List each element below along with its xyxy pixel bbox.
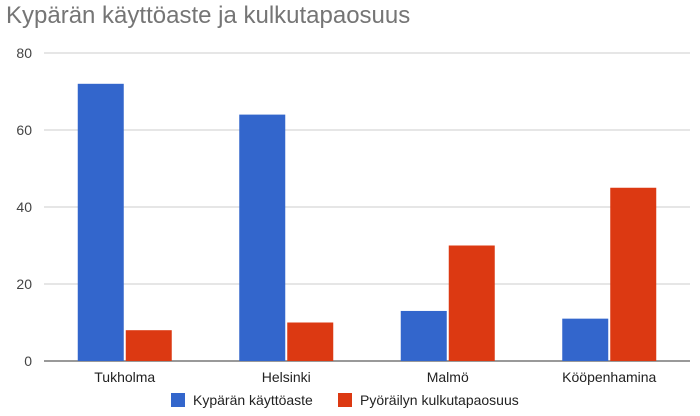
legend-label: Kypärän käyttöaste (193, 392, 313, 408)
bar-helmet-use (562, 318, 609, 361)
bar-cycling-share (448, 245, 495, 361)
bar-cycling-share (125, 330, 172, 361)
y-tick-label: 60 (16, 122, 32, 138)
bar-helmet-use (400, 310, 447, 361)
bar-cycling-share (287, 322, 334, 361)
x-category-label: Kööpenhamina (562, 369, 656, 385)
y-tick-label: 80 (16, 45, 32, 61)
legend-swatch (338, 393, 352, 407)
x-category-label: Malmö (427, 369, 469, 385)
chart-title: Kypärän käyttöaste ja kulkutapaosuus (6, 2, 411, 29)
legend-label: Pyöräilyn kulkutapaosuus (360, 392, 519, 408)
legend-swatch (171, 393, 185, 407)
x-category-label: Tukholma (94, 369, 155, 385)
y-tick-label: 20 (16, 276, 32, 292)
bar-cycling-share (610, 187, 657, 361)
x-category-label: Helsinki (262, 369, 311, 385)
bar-helmet-use (239, 114, 286, 361)
y-tick-label: 0 (24, 353, 32, 369)
bar-helmet-use (77, 83, 124, 362)
y-tick-label: 40 (16, 199, 32, 215)
